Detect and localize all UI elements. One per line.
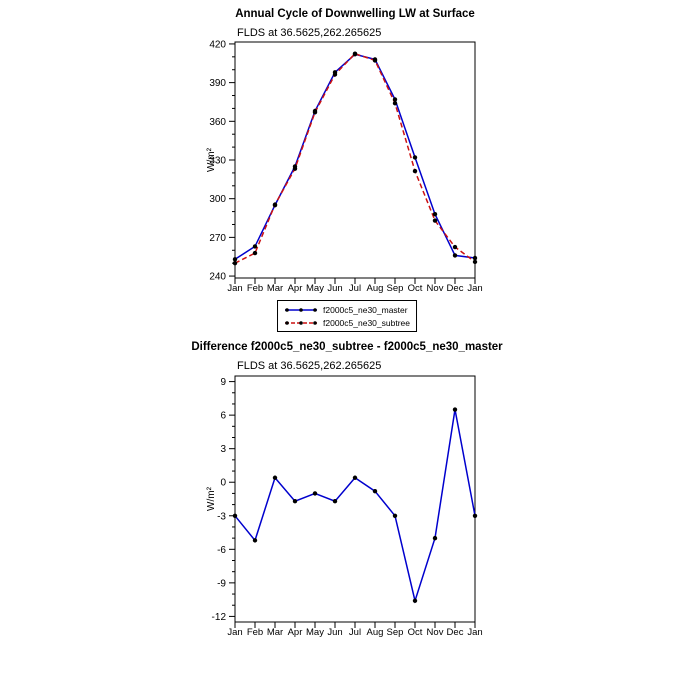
legend-label-subtree: f2000c5_ne30_subtree (323, 317, 410, 328)
svg-text:3: 3 (220, 444, 226, 455)
svg-text:Apr: Apr (288, 283, 303, 294)
svg-text:Jun: Jun (327, 283, 342, 294)
svg-text:Jan: Jan (227, 283, 242, 294)
svg-text:Dec: Dec (447, 283, 464, 294)
svg-text:390: 390 (209, 78, 226, 89)
legend-line-master-icon (285, 307, 318, 312)
svg-text:Aug: Aug (367, 627, 384, 638)
svg-text:0: 0 (220, 478, 226, 489)
svg-text:Feb: Feb (247, 283, 263, 294)
svg-text:6: 6 (220, 411, 226, 422)
svg-text:Sep: Sep (387, 627, 404, 638)
svg-text:Dec: Dec (447, 627, 464, 638)
bottom-chart-subtitle: FLDS at 36.5625,262.265625 (237, 360, 382, 372)
svg-text:420: 420 (209, 39, 226, 50)
svg-text:-12: -12 (212, 612, 227, 623)
svg-text:300: 300 (209, 194, 226, 205)
svg-text:240: 240 (209, 272, 226, 283)
legend-line-subtree-icon (285, 320, 318, 325)
svg-text:Feb: Feb (247, 627, 263, 638)
svg-text:Jul: Jul (349, 283, 361, 294)
svg-text:-9: -9 (217, 578, 226, 589)
svg-text:330: 330 (209, 156, 226, 167)
legend: f2000c5_ne30_master f2000c5_ne30_subtree (277, 300, 417, 332)
bottom-chart-plot: -12 -9 -6 -3 0 3 6 9 Jan Feb Mar Apr May Jun Jul Aug Sep… (206, 375, 483, 638)
legend-item-subtree: f2000c5_ne30_subtree (284, 317, 410, 328)
top-chart-subtitle: FLDS at 36.5625,262.265625 (237, 27, 382, 39)
svg-text:Mar: Mar (267, 627, 283, 638)
svg-text:Apr: Apr (288, 627, 303, 638)
svg-text:-3: -3 (217, 511, 226, 522)
top-chart-title: Annual Cycle of Downwelling LW at Surfac… (235, 8, 475, 20)
svg-text:W/m²: W/m² (206, 486, 217, 511)
svg-text:Oct: Oct (408, 283, 423, 294)
svg-text:Aug: Aug (367, 283, 384, 294)
svg-text:-6: -6 (217, 545, 226, 556)
svg-text:W/m²: W/m² (206, 147, 217, 172)
svg-text:9: 9 (220, 377, 226, 388)
svg-text:Mar: Mar (267, 283, 283, 294)
svg-text:Jun: Jun (327, 627, 342, 638)
svg-text:Sep: Sep (387, 283, 404, 294)
svg-text:Nov: Nov (427, 283, 444, 294)
svg-text:Jan: Jan (467, 627, 482, 638)
svg-text:Jul: Jul (349, 627, 361, 638)
legend-label-master: f2000c5_ne30_master (323, 304, 408, 315)
svg-text:Nov: Nov (427, 627, 444, 638)
top-chart-plot: 240 270 300 330 360 390 420 Jan Feb Mar Apr May Jun J… (206, 39, 483, 294)
legend-item-master: f2000c5_ne30_master (284, 304, 410, 315)
svg-text:Oct: Oct (408, 627, 423, 638)
svg-text:Jan: Jan (227, 627, 242, 638)
bottom-chart-title: Difference f2000c5_ne30_subtree - f2000c… (191, 341, 503, 353)
svg-text:Jan: Jan (467, 283, 482, 294)
svg-text:May: May (306, 283, 324, 294)
svg-text:May: May (306, 627, 324, 638)
svg-text:360: 360 (209, 117, 226, 128)
svg-text:270: 270 (209, 233, 226, 244)
